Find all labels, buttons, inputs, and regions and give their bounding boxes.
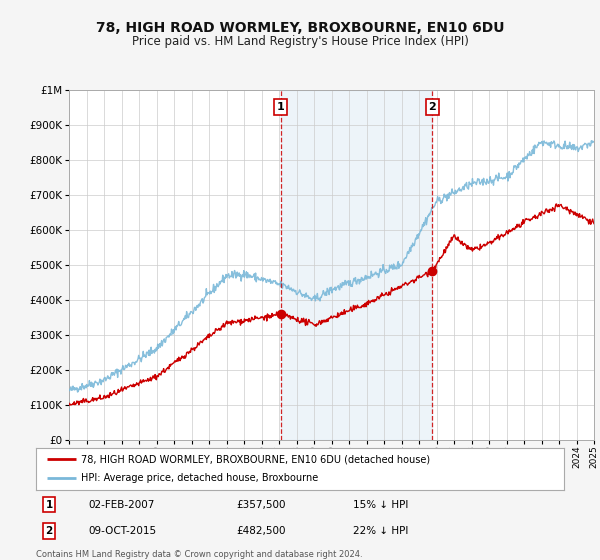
Text: HPI: Average price, detached house, Broxbourne: HPI: Average price, detached house, Brox… (81, 473, 318, 483)
Text: 78, HIGH ROAD WORMLEY, BROXBOURNE, EN10 6DU: 78, HIGH ROAD WORMLEY, BROXBOURNE, EN10 … (96, 21, 504, 35)
Text: £357,500: £357,500 (236, 500, 286, 510)
Text: Contains HM Land Registry data © Crown copyright and database right 2024.
This d: Contains HM Land Registry data © Crown c… (36, 550, 362, 560)
Text: 1: 1 (277, 102, 284, 112)
Text: 2: 2 (428, 102, 436, 112)
Text: 09-OCT-2015: 09-OCT-2015 (89, 526, 157, 536)
Text: £482,500: £482,500 (236, 526, 286, 536)
Text: 2: 2 (46, 526, 53, 536)
Text: 22% ↓ HPI: 22% ↓ HPI (353, 526, 408, 536)
Text: 02-FEB-2007: 02-FEB-2007 (89, 500, 155, 510)
Text: 15% ↓ HPI: 15% ↓ HPI (353, 500, 408, 510)
Text: Price paid vs. HM Land Registry's House Price Index (HPI): Price paid vs. HM Land Registry's House … (131, 35, 469, 48)
Bar (281, 90, 433, 440)
Text: 78, HIGH ROAD WORMLEY, BROXBOURNE, EN10 6DU (detached house): 78, HIGH ROAD WORMLEY, BROXBOURNE, EN10 … (81, 454, 430, 464)
Text: 1: 1 (46, 500, 53, 510)
